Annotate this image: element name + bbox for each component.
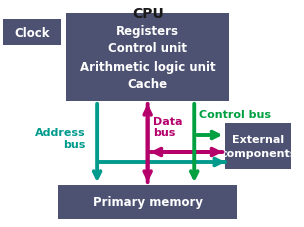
FancyBboxPatch shape [66,14,229,101]
Text: Primary memory: Primary memory [93,196,203,209]
Text: Registers
Control unit
Arithmetic logic unit
Cache: Registers Control unit Arithmetic logic … [80,24,216,91]
Text: Clock: Clock [14,26,50,39]
FancyBboxPatch shape [225,123,291,169]
FancyBboxPatch shape [58,185,237,219]
Text: Address
bus: Address bus [35,128,85,149]
Text: CPU: CPU [132,7,164,21]
Text: Data
bus: Data bus [154,116,183,138]
Text: Control bus: Control bus [199,109,271,119]
Text: External
components: External components [220,135,296,158]
FancyBboxPatch shape [3,20,61,46]
